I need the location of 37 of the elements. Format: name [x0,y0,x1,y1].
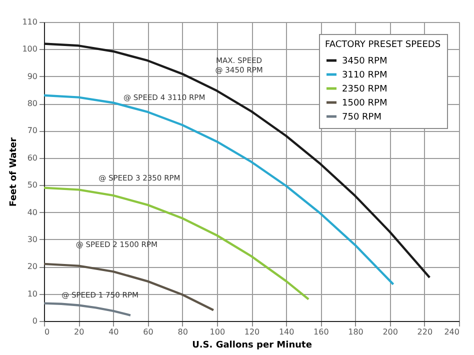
x-tick-label: 60 [143,328,154,336]
x-tick-label: 40 [108,328,119,336]
y-tick-label: 0 [32,316,38,326]
y-tick-label: 80 [27,99,38,108]
y-tick-label: 60 [27,153,38,162]
x-tick-label: 220 [417,328,433,336]
x-tick-label: 0 [44,328,50,336]
legend-label: 3110 RPM [342,70,388,80]
x-tick-label: 120 [244,328,260,336]
legend-label: 1500 RPM [342,98,388,108]
y-tick-label: 70 [27,126,38,136]
y-tick-label: 110 [22,18,38,26]
line-series [42,302,132,316]
legend-label: 750 RPM [342,112,382,122]
x-tick-label: 160 [314,328,329,336]
x-tick-label: 180 [348,328,364,336]
y-tick-label: 40 [27,208,38,217]
legend-label: 2350 RPM [342,84,388,94]
y-tick-label: 10 [27,289,38,298]
y-axis-title: Feet of Water [9,136,20,207]
x-tick-label: 100 [210,328,226,336]
x-tick-label: 240 [444,328,460,336]
legend-title: FACTORY PRESET SPEEDS [325,40,441,50]
y-tick-label: 90 [27,72,38,81]
line-series [42,186,310,300]
line-series [42,94,394,286]
line-series [42,262,215,312]
x-tick-label: 140 [278,328,294,336]
x-tick-label: 80 [178,328,188,336]
y-tick-label: 20 [27,262,38,272]
x-axis-title: U.S. Gallons per Minute [192,340,312,350]
legend-label: 3450 RPM [342,56,388,66]
x-tick-label: 20 [74,328,84,336]
x-tick-label: 200 [382,328,398,336]
y-tick-label: 50 [27,180,38,190]
y-tick-label: 100 [22,44,38,54]
y-tick-label: 30 [27,234,38,244]
